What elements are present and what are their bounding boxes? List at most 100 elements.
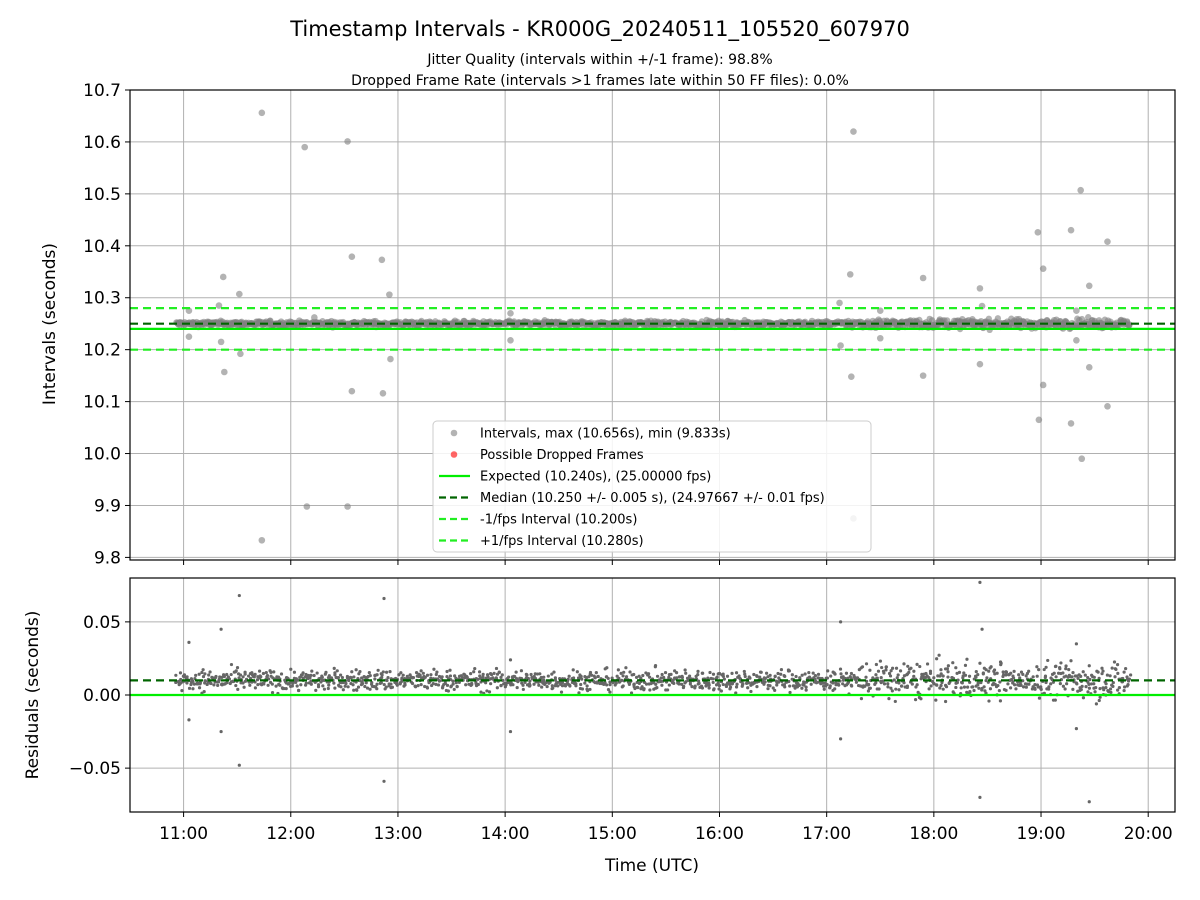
residual-point xyxy=(470,682,474,687)
residual-point xyxy=(813,673,818,678)
residual-point xyxy=(485,673,490,677)
residual-point xyxy=(1110,666,1114,670)
legend-entry: Expected (10.240s), (25.00000 fps) xyxy=(439,470,711,485)
residual-point xyxy=(841,675,845,679)
residual-point xyxy=(798,676,802,680)
residual-point xyxy=(1064,667,1068,671)
residual-outlier-point xyxy=(978,580,982,584)
residual-point xyxy=(1054,675,1058,679)
residual-point xyxy=(222,674,226,679)
interval-point xyxy=(928,317,936,324)
residual-point xyxy=(577,691,581,695)
residual-point xyxy=(1058,667,1062,671)
residual-point xyxy=(241,675,245,679)
residual-point xyxy=(693,684,697,688)
interval-outlier-point xyxy=(919,274,927,282)
residual-point xyxy=(974,675,978,679)
residual-point xyxy=(850,684,854,688)
residual-point xyxy=(290,684,294,688)
residual-point xyxy=(741,682,745,686)
residual-point xyxy=(610,676,614,680)
residual-point xyxy=(794,674,798,679)
residual-point xyxy=(998,680,1002,684)
residual-outlier-point xyxy=(978,795,982,799)
residual-point xyxy=(524,672,528,676)
residual-point xyxy=(455,685,459,689)
residual-point xyxy=(256,682,260,687)
residual-point xyxy=(811,671,815,675)
residual-point xyxy=(196,682,200,686)
residual-point xyxy=(487,690,492,694)
residual-point xyxy=(783,685,787,689)
residual-point xyxy=(946,664,950,668)
residual-outlier-point xyxy=(508,729,513,734)
residual-point xyxy=(708,670,712,675)
residual-point xyxy=(1081,696,1086,700)
residual-point xyxy=(642,688,646,692)
residual-point xyxy=(1116,671,1120,675)
residual-point xyxy=(399,671,403,675)
residual-point xyxy=(1037,668,1041,672)
residual-point xyxy=(512,674,516,678)
residual-point xyxy=(205,682,209,687)
residual-point xyxy=(1044,680,1048,685)
residual-point xyxy=(1100,666,1104,670)
interval-outlier-point xyxy=(215,302,223,309)
legend-label: Intervals, max (10.656s), min (9.833s) xyxy=(480,427,731,442)
residual-point xyxy=(803,672,807,676)
residual-point xyxy=(265,673,270,678)
residual-point xyxy=(354,668,358,672)
residual-point xyxy=(1009,671,1013,675)
residual-point xyxy=(380,673,384,677)
residual-point xyxy=(1092,675,1096,679)
interval-outlier-point xyxy=(185,333,193,340)
residual-point xyxy=(660,683,664,687)
residual-point xyxy=(758,675,762,679)
residual-point xyxy=(740,684,744,688)
residual-point xyxy=(762,682,766,686)
residual-point xyxy=(1067,668,1071,672)
residual-point xyxy=(511,683,515,687)
interval-outlier-point xyxy=(387,355,394,363)
residual-point xyxy=(898,669,903,673)
residual-point xyxy=(1089,682,1094,686)
legend-entry: Median (10.250 +/- 0.005 s), (24.97667 +… xyxy=(439,491,825,506)
interval-outlier-point xyxy=(1067,420,1075,427)
residual-point xyxy=(855,676,859,680)
bottom-y-axis-label: Residuals (seconds) xyxy=(23,611,43,780)
residual-point xyxy=(528,679,532,683)
residual-point xyxy=(368,674,372,678)
residual-outlier-point xyxy=(382,596,386,601)
residual-point xyxy=(229,662,234,667)
residual-point xyxy=(346,685,350,689)
interval-outlier-point xyxy=(1078,455,1086,463)
residual-point xyxy=(452,687,456,692)
residual-point xyxy=(766,687,770,691)
residual-point xyxy=(1064,664,1068,668)
residual-point xyxy=(841,682,845,686)
residual-point xyxy=(955,681,959,685)
interval-point xyxy=(994,315,1002,322)
residual-point xyxy=(1033,687,1037,691)
residual-point xyxy=(758,670,763,674)
residual-point xyxy=(465,675,469,680)
residual-point xyxy=(368,687,372,691)
residual-point xyxy=(494,666,499,671)
residual-point xyxy=(571,668,575,672)
residual-point xyxy=(384,685,388,689)
residual-point xyxy=(1112,660,1117,664)
residual-point xyxy=(448,668,452,672)
residual-point xyxy=(981,671,985,675)
chart-subtitle-line-2: Dropped Frame Rate (intervals >1 frames … xyxy=(351,73,849,89)
residual-point xyxy=(198,682,202,686)
residual-point xyxy=(956,678,960,682)
residual-point xyxy=(876,669,881,673)
residual-point xyxy=(579,674,583,679)
residual-point xyxy=(523,680,527,684)
residual-point xyxy=(333,686,337,690)
residual-point xyxy=(906,664,910,668)
residual-outlier-point xyxy=(382,779,386,783)
residual-point xyxy=(448,674,453,678)
residual-point xyxy=(884,668,888,672)
